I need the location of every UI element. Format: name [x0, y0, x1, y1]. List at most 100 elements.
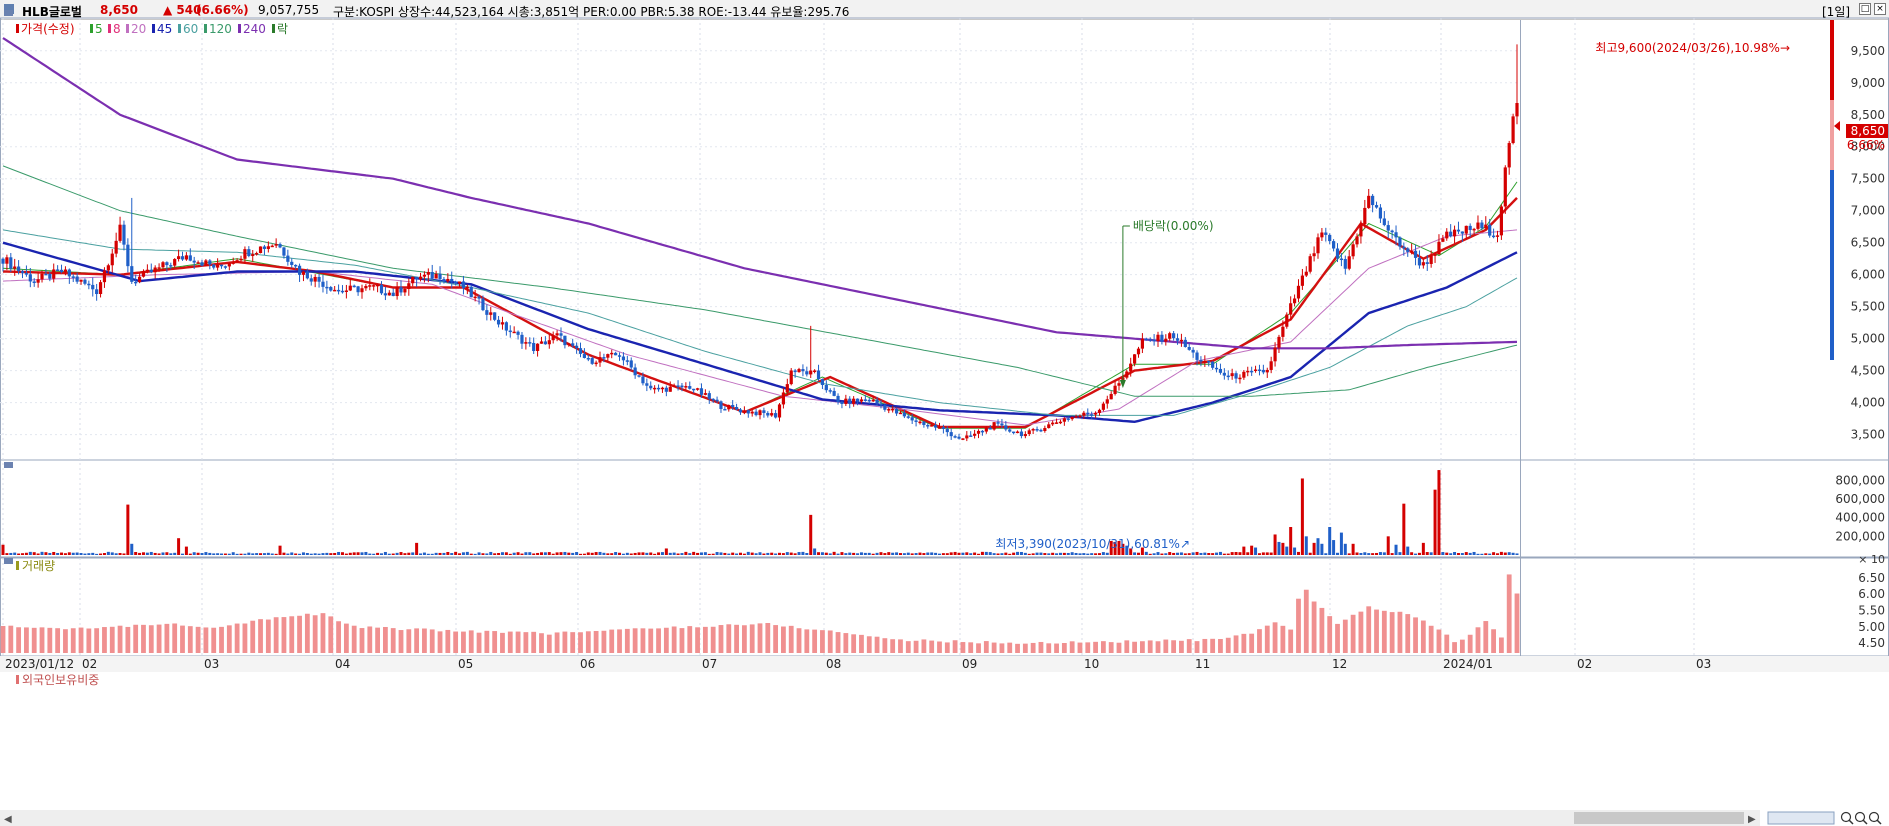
volume-bar	[426, 553, 430, 555]
foreign-ratio-bar	[1022, 643, 1028, 653]
foreign-ratio-bar	[1506, 574, 1512, 653]
scrollbar-thumb[interactable]	[1574, 812, 1744, 824]
foreign-ratio-bar	[234, 623, 240, 653]
foreign-tick-label: 6.50	[1858, 571, 1885, 585]
volume-bar	[1207, 553, 1211, 555]
x-tick-label: 03	[204, 657, 219, 671]
volume-bar	[1, 544, 5, 555]
scroll-right-arrow[interactable]: ▶	[1748, 814, 1756, 825]
ma-legend-swatch-45	[152, 24, 155, 33]
candle-body	[71, 276, 75, 278]
candle-body	[785, 384, 789, 393]
period-label[interactable]: [1일]	[1822, 5, 1851, 19]
ma-legend-label-240: 240	[243, 22, 266, 36]
candle-body	[403, 288, 407, 293]
volume-bar	[1164, 553, 1168, 555]
candle-body	[1226, 375, 1230, 378]
x-tick-label: 06	[580, 657, 595, 671]
scroll-left-arrow[interactable]: ◀	[4, 814, 12, 825]
price-legend-label: 가격(수정)	[21, 22, 75, 36]
foreign-ratio-bar	[820, 630, 825, 653]
ma-line-240	[2, 37, 1518, 350]
candle-body	[239, 258, 243, 261]
candle-body	[446, 278, 450, 282]
candle-body	[1078, 415, 1082, 418]
volume-bar	[618, 552, 622, 555]
volume-bar	[984, 551, 988, 555]
candle-body	[1257, 369, 1262, 372]
candle-body	[1, 258, 5, 264]
volume-bar	[1047, 553, 1051, 555]
ma-legend-label-5: 5	[95, 22, 103, 36]
volume-bar	[1367, 553, 1371, 555]
candle-body	[777, 404, 782, 418]
candle-body	[852, 398, 856, 404]
candle-body	[1468, 225, 1472, 231]
foreign-ratio-bar	[164, 623, 170, 653]
candle-body	[1144, 338, 1148, 341]
candle-body	[137, 276, 142, 283]
extra-legend-swatch	[272, 24, 275, 33]
volume-bar	[165, 552, 169, 555]
candle-body	[930, 425, 934, 427]
volume-bar	[485, 553, 489, 555]
volume-bar	[1172, 552, 1176, 555]
volume-bar	[231, 552, 235, 555]
zoom-slider[interactable]	[1767, 811, 1835, 825]
candle-body	[1363, 207, 1367, 225]
foreign-ratio-bar	[1264, 625, 1270, 653]
volume-bar	[602, 552, 606, 555]
volume-bar	[489, 551, 493, 555]
volume-bar	[1339, 532, 1343, 555]
foreign-ratio-bar	[203, 627, 209, 653]
volume-bar	[28, 551, 32, 555]
foreign-ratio-bar	[297, 615, 302, 653]
volume-bar	[266, 552, 270, 555]
candle-body	[411, 276, 415, 284]
candle-body	[617, 355, 622, 357]
foreign-ratio-bar	[788, 625, 794, 653]
close-button[interactable]: ×	[1874, 3, 1886, 15]
volume-bar	[102, 553, 106, 555]
candle-body	[231, 262, 235, 264]
volume-bar	[1234, 551, 1238, 555]
stock-name[interactable]: HLB글로벌	[22, 5, 82, 19]
zoom-out-icon[interactable]	[1840, 811, 1852, 823]
volume-tick-label: 200,000	[1835, 529, 1885, 543]
horizontal-scrollbar[interactable]	[0, 810, 1760, 826]
volume-bar	[1191, 552, 1195, 555]
volume-bar	[1004, 552, 1008, 555]
zoom-reset-icon[interactable]	[1854, 811, 1866, 823]
volume-bar	[1378, 552, 1382, 555]
volume-bar	[586, 552, 590, 555]
menu-icon[interactable]	[4, 4, 14, 14]
candle-body	[40, 273, 44, 280]
candle-body	[219, 264, 224, 267]
candle-body	[169, 265, 173, 267]
volume-bar	[368, 553, 372, 555]
x-tick-label: 09	[962, 657, 977, 671]
volume-bar	[906, 552, 910, 555]
candle-body	[196, 262, 200, 264]
maximize-button[interactable]: □	[1859, 3, 1871, 15]
volume-bar	[278, 545, 282, 555]
volume-bar	[840, 552, 844, 555]
volume-bar	[348, 552, 352, 555]
volume-bar	[481, 553, 485, 555]
candle-body	[489, 312, 493, 315]
volume-bar	[817, 552, 821, 555]
candle-body	[149, 269, 153, 273]
foreign-ratio-bar	[351, 625, 357, 653]
volume-bar	[344, 553, 348, 555]
candle-body	[1507, 143, 1511, 168]
dividend-marker-arrow	[1119, 380, 1126, 388]
zoom-in-icon[interactable]	[1868, 811, 1880, 823]
volume-bar	[1121, 543, 1125, 555]
volume-bar	[274, 553, 278, 555]
candle-body	[532, 342, 536, 352]
volume-bar	[430, 553, 434, 555]
volume-bar	[582, 553, 586, 555]
foreign-ratio-bar	[1038, 641, 1044, 653]
candle-body	[891, 408, 895, 411]
volume-bar	[516, 552, 520, 555]
